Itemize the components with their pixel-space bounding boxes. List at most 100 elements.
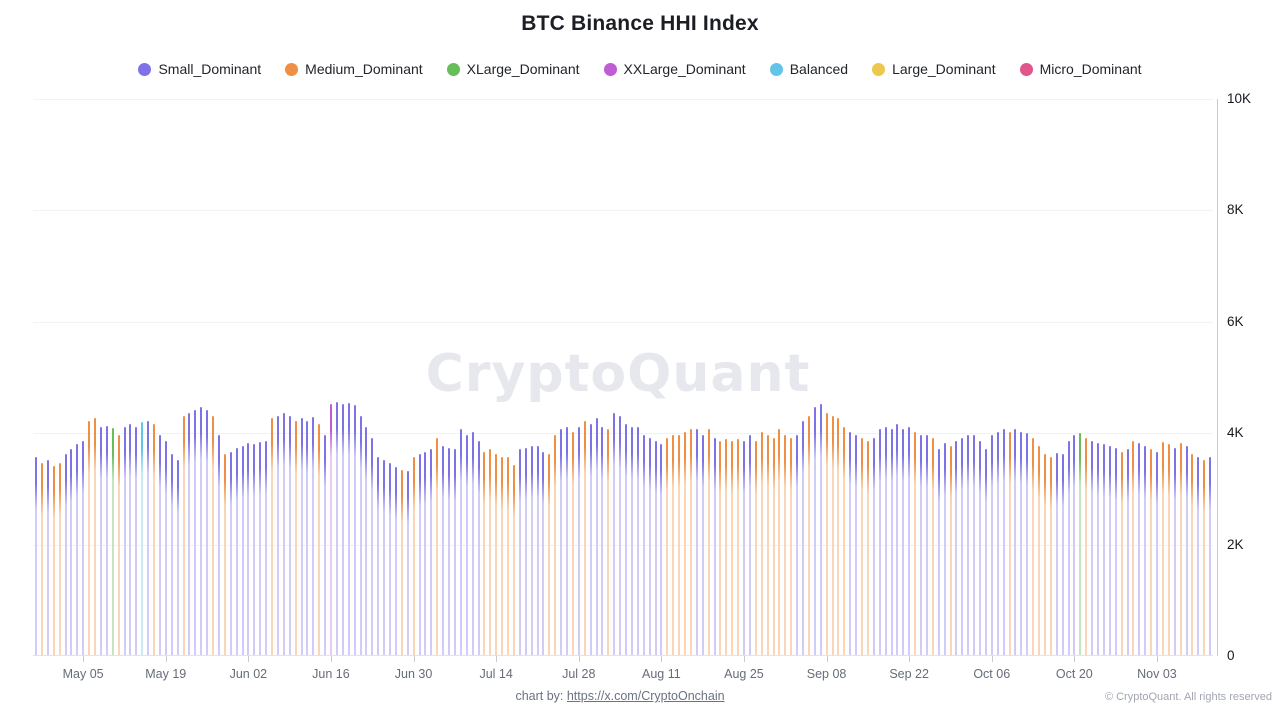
bar <box>200 407 203 655</box>
bar <box>188 412 191 655</box>
bar <box>719 440 722 655</box>
bar <box>737 439 740 655</box>
bar <box>483 451 486 655</box>
bar <box>1067 440 1070 655</box>
bar <box>684 432 686 655</box>
bar <box>654 440 657 655</box>
x-axis-label-oct-20: Oct 20 <box>1055 667 1093 681</box>
bar <box>46 460 49 655</box>
bar <box>282 412 285 655</box>
x-axis-label-aug-25: Aug 25 <box>724 667 764 681</box>
x-axis-tick <box>743 656 745 662</box>
bar <box>1055 453 1058 655</box>
legend-item-small_dominant[interactable]: Small_Dominant <box>138 61 261 77</box>
bar <box>625 423 627 655</box>
bar <box>459 429 462 655</box>
bar <box>306 421 309 655</box>
x-axis-tick <box>661 656 663 662</box>
legend-item-balanced[interactable]: Balanced <box>769 61 848 77</box>
x-axis-tick <box>991 656 993 662</box>
bar <box>153 423 155 655</box>
bar <box>630 426 633 655</box>
legend-item-micro_dominant[interactable]: Micro_Dominant <box>1019 61 1142 77</box>
bar <box>135 426 138 655</box>
gridline-2000 <box>33 544 1213 546</box>
x-axis-tick <box>909 656 911 662</box>
bar <box>1085 437 1088 655</box>
legend-dot-icon <box>446 62 460 76</box>
bar <box>212 415 214 655</box>
bar <box>949 446 952 655</box>
bar <box>1079 433 1082 655</box>
bar <box>595 418 598 655</box>
bar <box>1167 444 1170 655</box>
bar <box>111 427 114 655</box>
bar <box>695 429 698 655</box>
legend-label: XLarge_Dominant <box>466 61 580 77</box>
bar <box>990 435 993 655</box>
bar <box>1091 440 1094 655</box>
bar <box>1144 446 1147 655</box>
bar <box>678 435 681 655</box>
y-axis-label-6K: 6K <box>1227 313 1244 329</box>
bar <box>147 421 150 655</box>
bar <box>1008 432 1011 655</box>
bar <box>271 418 273 655</box>
bar <box>666 437 669 655</box>
legend-label: XXLarge_Dominant <box>623 61 746 77</box>
x-axis-tick <box>1156 656 1158 662</box>
legend-dot-icon <box>138 62 152 76</box>
chart-title: BTC Binance HHI Index <box>521 12 759 35</box>
credit-link[interactable]: https://x.com/CryptoOnchain <box>566 689 725 703</box>
legend-item-medium_dominant[interactable]: Medium_Dominant <box>285 61 423 77</box>
x-axis-label-nov-03: Nov 03 <box>1137 667 1177 681</box>
bar <box>1102 444 1105 655</box>
bar <box>530 446 533 655</box>
bar <box>1061 454 1064 655</box>
bar <box>477 440 480 655</box>
bar <box>448 447 450 655</box>
bar <box>235 447 238 655</box>
bar <box>778 429 781 655</box>
x-axis-label-jun-16: Jun 16 <box>312 667 350 681</box>
bar <box>536 446 539 655</box>
bar <box>973 435 976 655</box>
bar <box>501 457 504 655</box>
bar <box>64 454 67 655</box>
bar <box>412 457 415 655</box>
legend-item-large_dominant[interactable]: Large_Dominant <box>872 61 996 77</box>
bar <box>1020 432 1023 655</box>
x-axis-label-jun-02: Jun 02 <box>229 667 268 681</box>
bar <box>1156 451 1158 655</box>
bar <box>524 447 527 655</box>
gridline-8000 <box>33 210 1213 212</box>
bar <box>796 435 799 655</box>
bar <box>35 457 37 655</box>
x-axis-tick <box>83 656 85 662</box>
x-axis-tick <box>165 656 167 662</box>
bar <box>1120 451 1123 655</box>
bar <box>1097 443 1099 655</box>
bar <box>1114 447 1117 655</box>
bar <box>495 454 498 655</box>
legend-item-xlarge_dominant[interactable]: XLarge_Dominant <box>446 61 580 77</box>
x-axis-tick <box>248 656 250 662</box>
bar <box>164 440 167 655</box>
bar <box>418 454 421 655</box>
bar <box>713 437 716 655</box>
bar <box>884 426 887 655</box>
bar <box>1038 446 1040 655</box>
bar <box>542 451 545 655</box>
legend-item-xxlarge_dominant[interactable]: XXLarge_Dominant <box>603 61 746 77</box>
bar <box>660 444 663 655</box>
bar <box>324 435 327 655</box>
bar <box>861 437 863 655</box>
bar <box>766 435 769 655</box>
bar <box>241 446 244 655</box>
bar <box>406 471 409 655</box>
bar <box>335 401 338 655</box>
bar <box>389 462 391 655</box>
bar <box>400 470 403 655</box>
bar <box>937 448 940 655</box>
x-axis-line <box>33 655 1213 656</box>
